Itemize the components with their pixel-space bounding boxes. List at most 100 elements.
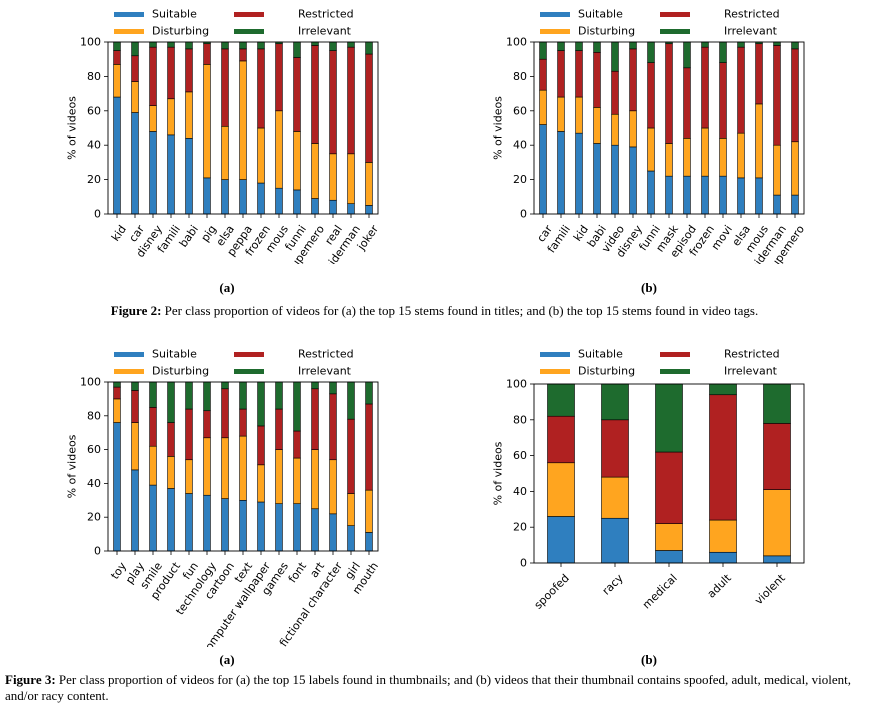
- x-tick-label: racy: [600, 571, 626, 597]
- legend-label-irrelevant: Irrelevant: [724, 25, 778, 38]
- legend-label-irrelevant: Irrelevant: [298, 25, 352, 38]
- legend-swatch-restricted: [234, 352, 264, 357]
- bar-suitable-funni: [647, 170, 655, 215]
- bar-suitable-real: [329, 199, 337, 215]
- plot-frame: [107, 41, 379, 215]
- bar-irrelevant-text: [239, 381, 247, 410]
- bar-suitable-games: [275, 503, 283, 552]
- y-tick-label: 80: [513, 70, 527, 83]
- bar-suitable-computer-wallpaper: [257, 501, 265, 552]
- bar-disturbing-technology: [203, 437, 211, 496]
- legend-swatch-irrelevant: [660, 29, 690, 34]
- legend-label-disturbing: Disturbing: [578, 25, 635, 38]
- plot-frame: [107, 381, 379, 552]
- bar-suitable-smile: [149, 484, 157, 552]
- bar-disturbing-elsa: [221, 125, 229, 180]
- bar-restricted-disney: [149, 46, 157, 106]
- bar-suitable-funni: [293, 189, 301, 215]
- y-tick-label: 60: [87, 443, 101, 456]
- bar-irrelevant-font: [293, 381, 301, 432]
- bar-irrelevant-funni: [293, 41, 301, 58]
- y-tick-label: 80: [87, 70, 101, 83]
- bar-irrelevant-joker: [365, 41, 373, 55]
- chart-fig3b: spoofed racy medical adult violent 0 20 40 60 80 1…: [492, 348, 805, 612]
- fig2b-sublabel: (b): [641, 280, 657, 295]
- bar-irrelevant-computer-wallpaper: [257, 381, 265, 427]
- bar-suitable-technology: [203, 494, 211, 552]
- bar-restricted-art: [311, 388, 319, 450]
- bar-disturbing-famili: [557, 96, 565, 132]
- bar-irrelevant-funni: [647, 41, 655, 63]
- bar-irrelevant-kid: [575, 41, 583, 51]
- bar-restricted-elsa: [737, 46, 745, 134]
- bar-suitable-babi: [185, 138, 193, 215]
- bar-irrelevant-spiderman: [347, 41, 355, 48]
- bar-suitable-art: [311, 508, 319, 552]
- bar-restricted-fictional-character: [329, 393, 337, 461]
- bar-restricted-joker: [365, 53, 373, 163]
- bar-irrelevant-babi: [593, 41, 601, 53]
- bar-disturbing-pig: [203, 64, 211, 179]
- legend-label-suitable: Suitable: [152, 8, 197, 21]
- bar-suitable-product: [167, 488, 175, 552]
- bar-restricted-cartoon: [221, 388, 229, 439]
- bar-restricted-elsa: [221, 48, 229, 127]
- bar-disturbing-toy: [113, 398, 121, 423]
- legend-swatch-restricted: [660, 352, 690, 357]
- bar-disturbing-mouth: [365, 489, 373, 533]
- bar-restricted-episod: [683, 67, 691, 139]
- bar-restricted-smile: [149, 407, 157, 447]
- figure2-caption-label: Figure 2:: [110, 303, 162, 318]
- bar-suitable-fictional-character: [329, 513, 337, 552]
- bar-suitable-girl: [347, 525, 355, 552]
- bar-suitable-pig: [203, 177, 211, 215]
- bar-restricted-fun: [185, 408, 193, 461]
- bar-disturbing-art: [311, 449, 319, 510]
- bar-restricted-girl: [347, 418, 355, 494]
- bar-restricted-kid: [113, 50, 121, 65]
- bar-irrelevant-spoofed: [547, 383, 575, 417]
- bar-restricted-text: [239, 408, 247, 437]
- bar-suitable-car: [539, 124, 547, 215]
- bar-restricted-real: [329, 50, 337, 155]
- fig3b-sublabel: (b): [641, 652, 657, 667]
- bar-irrelevant-real: [329, 41, 337, 51]
- chart-fig2b: carfamilikidbabivideodisneyfunnimaskepis…: [492, 8, 808, 265]
- legend-swatch-disturbing: [114, 369, 144, 374]
- fig2a-sublabel: (a): [219, 280, 235, 295]
- x-tick-label: adult: [705, 571, 735, 601]
- bar-suitable-spoofed: [547, 516, 575, 564]
- bar-suitable-famili: [167, 134, 175, 215]
- bar-restricted-supemero: [311, 45, 319, 144]
- bar-restricted-funni: [647, 62, 655, 129]
- bar-suitable-spiderman: [773, 194, 781, 215]
- bar-suitable-cartoon: [221, 498, 229, 552]
- bar-disturbing-girl: [347, 493, 355, 526]
- y-tick-label: 0: [94, 208, 101, 221]
- bar-irrelevant-medical: [655, 383, 683, 453]
- chart-fig2a: kidcardisneyfamilibabipigelsapeppafrozen…: [66, 8, 382, 265]
- bar-disturbing-racy: [601, 476, 629, 519]
- bar-restricted-frozen: [701, 46, 709, 129]
- bar-disturbing-medical: [655, 523, 683, 551]
- bar-disturbing-kid: [575, 96, 583, 134]
- legend-swatch-suitable: [114, 12, 144, 17]
- bar-suitable-movi: [719, 175, 727, 215]
- bar-disturbing-babi: [593, 107, 601, 144]
- bar-disturbing-funni: [647, 127, 655, 172]
- bar-restricted-computer-wallpaper: [257, 425, 265, 466]
- bar-suitable-mask: [665, 175, 673, 215]
- bar-suitable-frozen: [701, 175, 709, 215]
- bar-irrelevant-technology: [203, 381, 211, 412]
- y-axis-label: % of videos: [66, 96, 79, 160]
- bar-irrelevant-famili: [167, 41, 175, 48]
- bar-disturbing-car: [131, 81, 139, 113]
- bar-irrelevant-fictional-character: [329, 381, 337, 395]
- bar-suitable-text: [239, 500, 247, 552]
- bar-restricted-spiderman: [347, 46, 355, 155]
- bar-irrelevant-cartoon: [221, 381, 229, 390]
- bar-irrelevant-art: [311, 381, 319, 390]
- bar-restricted-violent: [763, 423, 791, 490]
- bar-disturbing-spiderman: [347, 153, 355, 204]
- y-tick-label: 40: [513, 485, 527, 498]
